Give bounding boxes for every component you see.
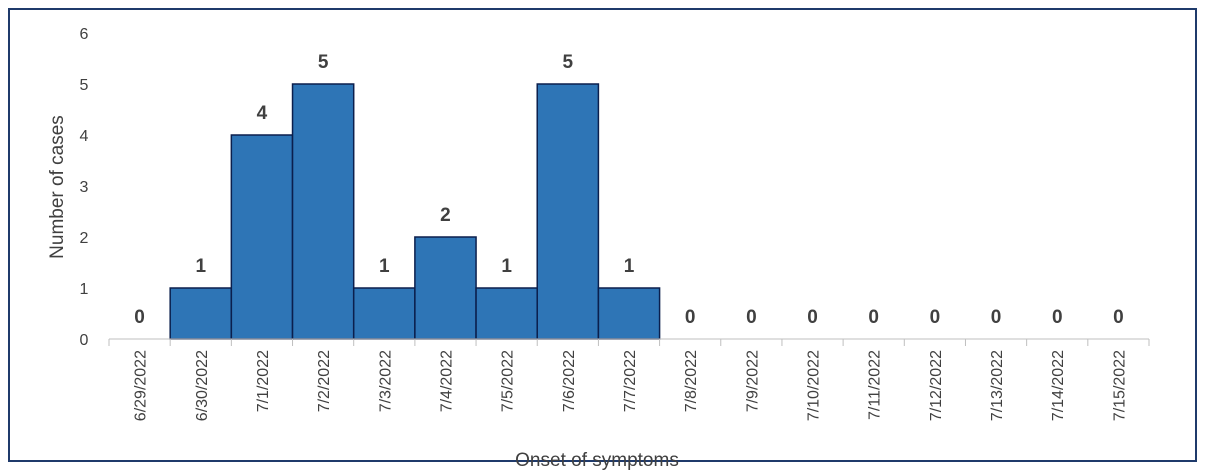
bars bbox=[169, 83, 661, 340]
x-axis-tick-marks bbox=[108, 339, 1150, 346]
data-label: 1 bbox=[379, 256, 390, 277]
x-tick-label: 7/4/2022 bbox=[438, 350, 455, 412]
bar bbox=[291, 83, 355, 340]
bar bbox=[475, 287, 538, 340]
data-label: 0 bbox=[807, 307, 818, 328]
y-axis-ticks: 0 1 2 3 4 5 6 bbox=[80, 26, 89, 349]
data-label: 0 bbox=[1052, 307, 1063, 328]
data-label: 0 bbox=[868, 307, 879, 328]
data-label: 1 bbox=[624, 256, 635, 277]
bar bbox=[352, 287, 416, 340]
y-axis-title: Number of cases bbox=[47, 115, 68, 259]
x-tick-label: 6/29/2022 bbox=[133, 350, 150, 421]
data-label: 5 bbox=[563, 52, 574, 73]
x-tick-label: 7/2/2022 bbox=[316, 350, 333, 412]
bar bbox=[536, 83, 600, 340]
data-label: 0 bbox=[930, 307, 941, 328]
x-tick-label: 6/30/2022 bbox=[194, 350, 211, 421]
x-tick-label: 7/5/2022 bbox=[500, 350, 517, 412]
data-label: 0 bbox=[685, 307, 696, 328]
bar bbox=[414, 236, 477, 340]
y-tick-label: 4 bbox=[80, 128, 89, 145]
chart-frame bbox=[8, 8, 1197, 462]
data-label: 0 bbox=[991, 307, 1002, 328]
x-tick-label: 7/10/2022 bbox=[806, 350, 823, 421]
bar bbox=[169, 287, 233, 340]
y-tick-label: 3 bbox=[80, 179, 89, 196]
x-tick-label: 7/8/2022 bbox=[683, 350, 700, 412]
bar bbox=[230, 134, 294, 340]
data-label: 0 bbox=[746, 307, 757, 328]
y-tick-label: 5 bbox=[80, 77, 89, 94]
y-tick-label: 0 bbox=[80, 332, 89, 349]
data-label: 0 bbox=[134, 307, 145, 328]
x-tick-label: 7/6/2022 bbox=[561, 350, 578, 412]
x-tick-label: 7/15/2022 bbox=[1111, 350, 1128, 421]
x-tick-label: 7/1/2022 bbox=[255, 350, 272, 412]
y-tick-label: 1 bbox=[80, 281, 89, 298]
x-tick-label: 7/11/2022 bbox=[867, 350, 884, 420]
x-tick-label: 7/3/2022 bbox=[377, 350, 394, 412]
x-tick-label: 7/12/2022 bbox=[928, 350, 945, 421]
data-label: 4 bbox=[257, 103, 268, 124]
y-tick-label: 2 bbox=[80, 230, 89, 247]
data-label: 5 bbox=[318, 52, 329, 73]
x-axis-title: Onset of symptoms bbox=[515, 450, 679, 471]
x-axis-tick-labels: 6/29/2022 6/30/2022 7/1/2022 7/2/2022 7/3/20… bbox=[133, 350, 1129, 421]
data-label: 0 bbox=[1113, 307, 1124, 328]
data-label: 2 bbox=[440, 205, 451, 226]
x-tick-label: 7/13/2022 bbox=[989, 350, 1006, 421]
bar bbox=[597, 287, 661, 340]
y-tick-label: 6 bbox=[80, 26, 89, 43]
data-label: 1 bbox=[195, 256, 206, 277]
x-tick-label: 7/14/2022 bbox=[1050, 350, 1067, 421]
x-tick-label: 7/9/2022 bbox=[744, 350, 761, 412]
data-labels: 0 1 4 5 1 2 1 5 1 0 0 0 0 0 0 0 0 bbox=[134, 52, 1123, 328]
x-tick-label: 7/7/2022 bbox=[622, 350, 639, 412]
data-label: 1 bbox=[501, 256, 512, 277]
